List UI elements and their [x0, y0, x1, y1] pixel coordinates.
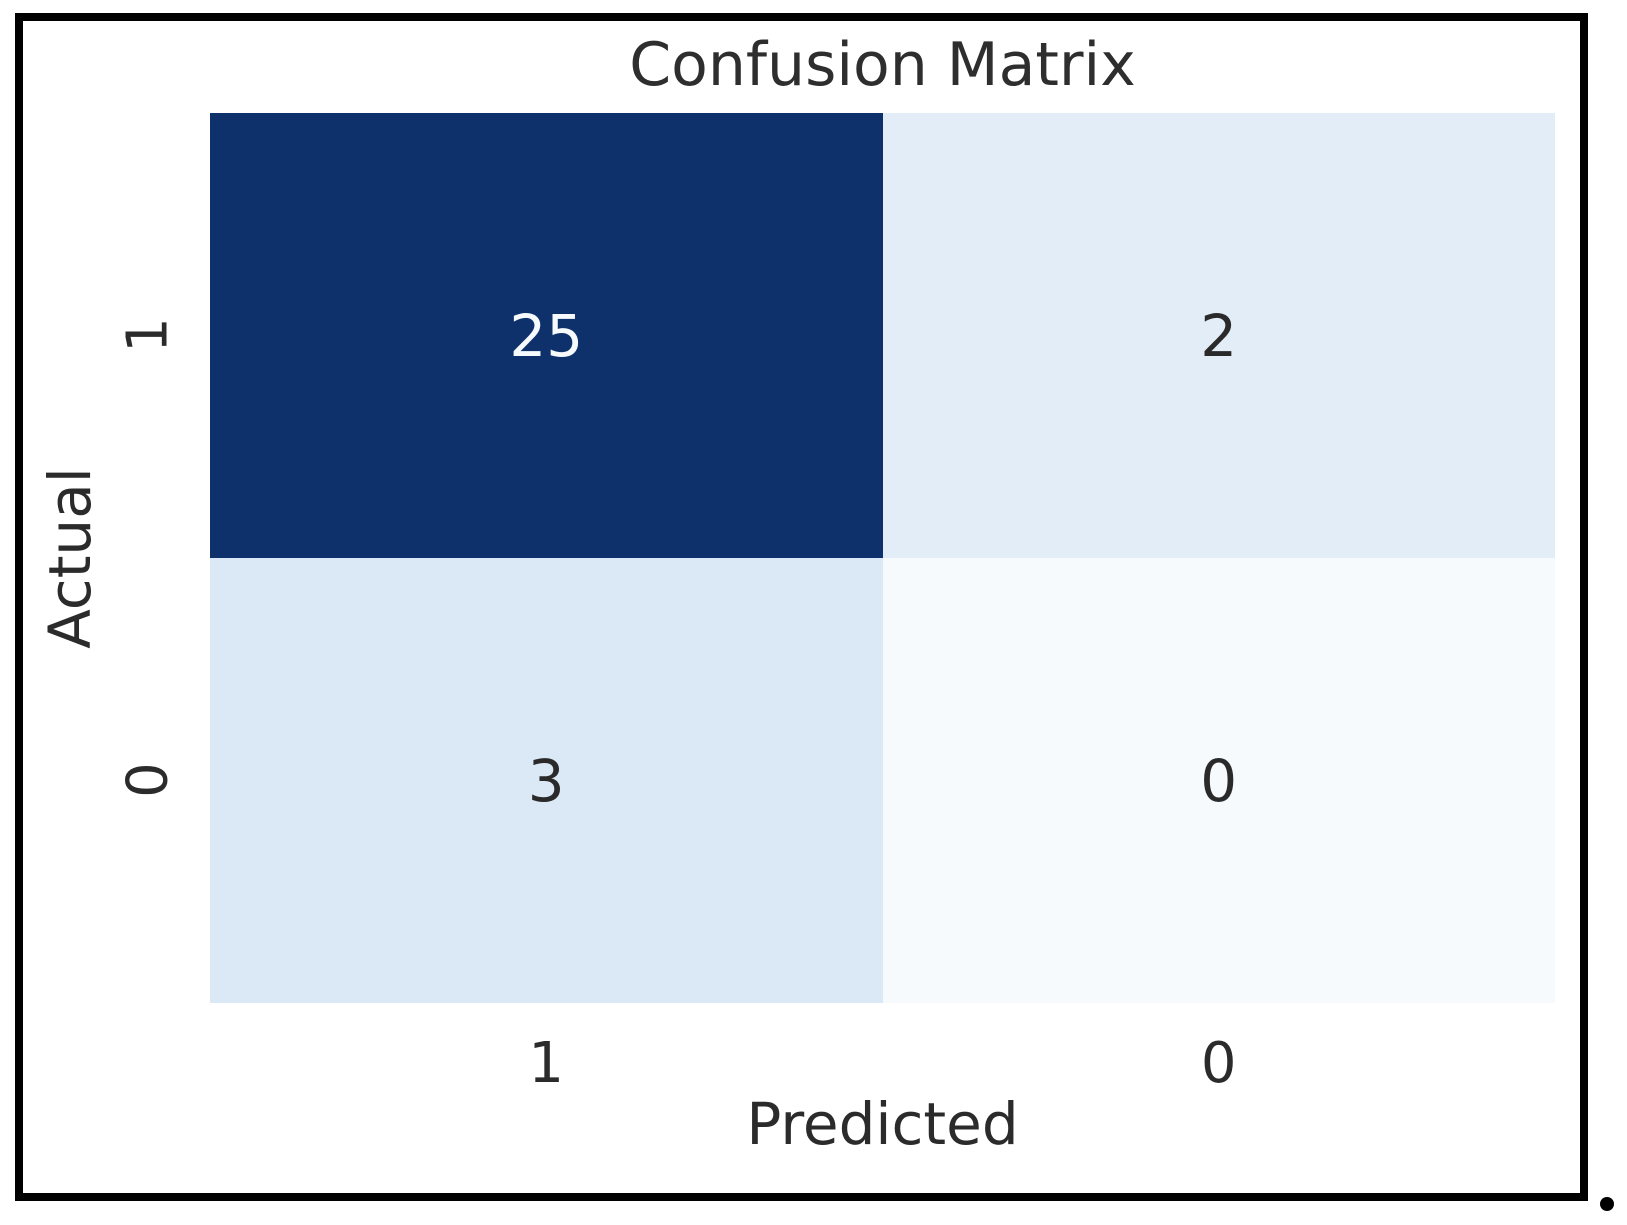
x-tick-label-0: 0 [1200, 1030, 1237, 1096]
confusion-matrix-heatmap: 25 2 3 0 [210, 113, 1555, 1003]
x-axis-label: Predicted [746, 1090, 1019, 1158]
y-tick-label-1: 1 [115, 317, 181, 353]
cell-actual0-pred1: 3 [210, 558, 883, 1003]
x-tick-label-1: 1 [528, 1030, 565, 1096]
cell-actual1-pred0: 2 [882, 113, 1555, 558]
stray-bullet-dot [1600, 1197, 1614, 1211]
cell-actual1-pred1: 25 [210, 113, 883, 558]
cell-actual0-pred0: 0 [882, 558, 1555, 1003]
y-tick-label-0: 0 [115, 762, 181, 798]
y-axis-label: Actual [36, 467, 104, 649]
x-axis-ticks: 1 0 [210, 1003, 1555, 1123]
chart-title: Confusion Matrix [629, 30, 1136, 100]
